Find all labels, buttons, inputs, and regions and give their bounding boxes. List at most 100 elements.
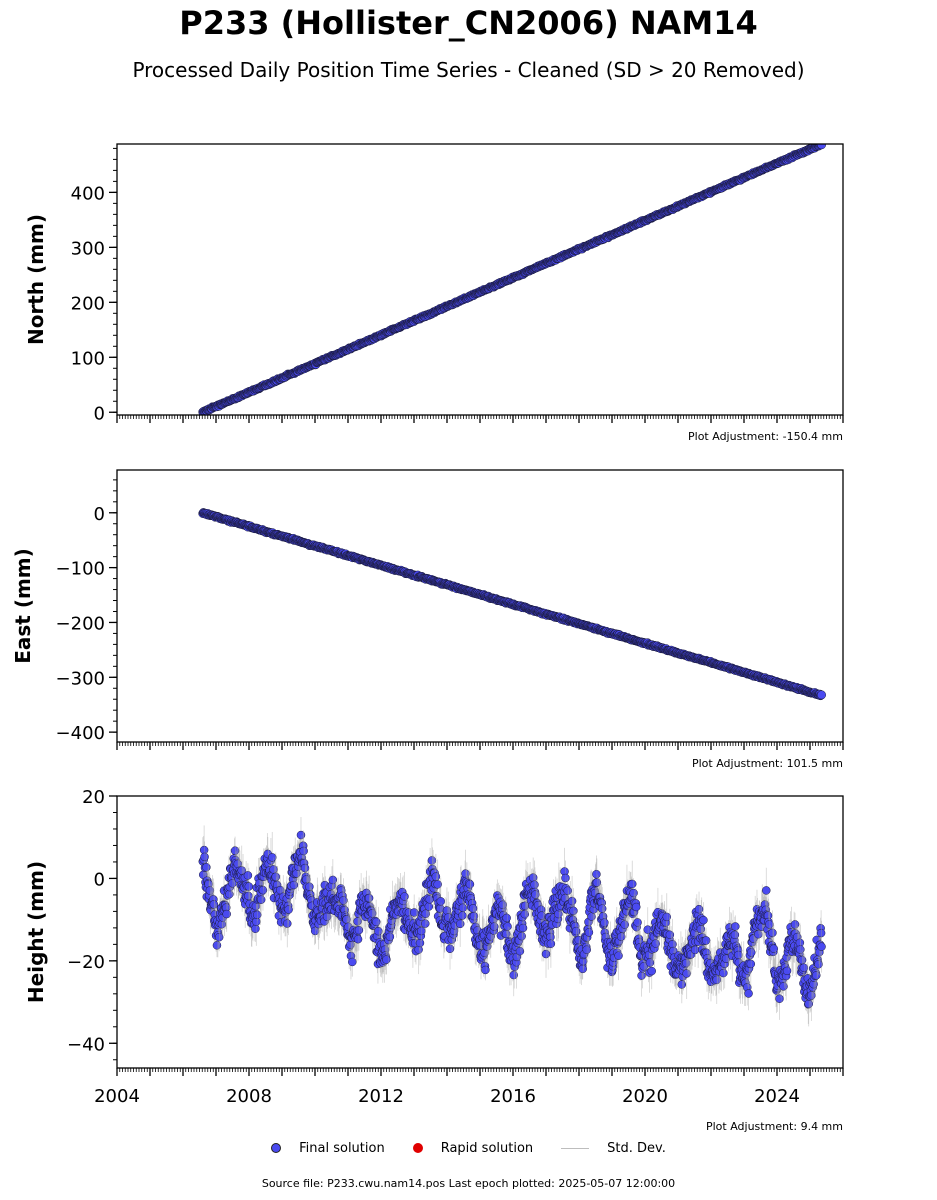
data-point <box>353 934 363 944</box>
data-point <box>633 918 642 927</box>
data-point <box>465 880 475 889</box>
data-point <box>364 893 374 903</box>
data-point <box>431 872 441 881</box>
data-point <box>517 931 526 941</box>
data-point <box>469 911 479 921</box>
data-point <box>597 904 607 913</box>
plot-adjustment-note: Plot Adjustment: 101.5 mm <box>692 757 843 770</box>
data-point <box>258 885 268 895</box>
y-tick-label: 100 <box>71 348 105 369</box>
data-point <box>300 863 310 873</box>
data-point <box>637 971 646 980</box>
data-point <box>531 890 540 899</box>
chart-subtitle: Processed Daily Position Time Series - C… <box>132 58 805 82</box>
data-point <box>299 846 308 856</box>
data-point <box>571 926 581 936</box>
data-points-height <box>198 817 826 1027</box>
data-point <box>421 909 430 918</box>
data-point <box>305 882 314 891</box>
data-point <box>202 863 211 872</box>
data-point <box>515 946 525 956</box>
data-point <box>296 830 306 840</box>
data-point <box>567 896 577 906</box>
data-point <box>209 900 219 909</box>
data-points-east <box>198 508 826 701</box>
data-point <box>584 928 594 937</box>
data-point <box>371 917 381 927</box>
data-point <box>230 846 240 855</box>
data-point <box>592 869 601 879</box>
y-tick-label: 300 <box>71 238 105 259</box>
data-point <box>348 957 357 967</box>
data-point <box>563 886 572 895</box>
data-point <box>417 926 426 936</box>
data-point <box>374 926 383 936</box>
data-point <box>458 903 468 913</box>
y-axis-label: East (mm) <box>11 548 35 664</box>
data-point <box>503 922 512 931</box>
panel-frame-east <box>116 469 844 743</box>
data-point <box>283 919 292 928</box>
data-point <box>244 891 253 901</box>
data-point <box>546 939 556 948</box>
data-point <box>212 941 222 950</box>
data-point <box>427 856 437 865</box>
panel-east: 0 −100 −200 −300 −400 East (mm) Plot Adjustmen… <box>11 469 844 770</box>
panel-north: 0 100 200 300 400 North (mm) Plot Adjustment: … <box>24 143 844 443</box>
data-point <box>631 902 641 912</box>
data-point <box>817 144 826 150</box>
data-point <box>244 882 254 891</box>
data-point <box>271 872 281 882</box>
data-point <box>252 910 262 920</box>
data-point <box>578 964 587 974</box>
data-point <box>498 900 507 910</box>
y-tick-label: −400 <box>56 723 105 744</box>
data-point <box>205 886 215 895</box>
data-point <box>289 880 299 890</box>
data-point <box>817 690 826 700</box>
data-point <box>385 932 395 942</box>
y-tick-label: −100 <box>56 559 105 580</box>
y-axis-label: North (mm) <box>24 214 48 345</box>
plot-adjustment-note: Plot Adjustment: -150.4 mm <box>688 430 843 443</box>
data-point <box>243 871 253 880</box>
data-point <box>328 875 338 885</box>
data-point <box>502 913 511 923</box>
data-point <box>445 944 455 953</box>
y-tick-label: 200 <box>71 293 105 314</box>
y-tick-label: −200 <box>56 613 105 634</box>
data-point <box>509 970 518 980</box>
data-point <box>569 906 578 916</box>
data-point <box>541 949 551 959</box>
data-point <box>228 879 237 888</box>
y-tick-label: 400 <box>71 183 105 204</box>
data-point <box>481 965 490 975</box>
data-point <box>222 909 231 919</box>
data-point <box>214 932 224 942</box>
data-point <box>310 926 320 936</box>
data-point <box>433 880 442 889</box>
data-points-north <box>198 144 826 415</box>
data-point <box>382 955 391 964</box>
data-point <box>600 918 609 927</box>
data-point <box>400 892 409 901</box>
data-point <box>528 873 538 882</box>
data-point <box>436 897 445 906</box>
data-point <box>415 938 425 948</box>
y-tick-label: 0 <box>94 504 105 525</box>
data-point <box>647 966 656 976</box>
data-point <box>582 945 591 954</box>
data-point <box>458 911 467 920</box>
data-point <box>200 852 209 862</box>
data-point <box>520 909 530 919</box>
data-point <box>284 905 293 914</box>
data-point <box>367 909 377 918</box>
data-point <box>561 873 570 883</box>
y-tick-label: 0 <box>94 403 105 424</box>
chart-title: P233 (Hollister_CN2006) NAM14 <box>179 4 758 42</box>
data-point <box>455 919 465 929</box>
data-point <box>490 922 499 931</box>
data-point <box>421 919 430 928</box>
